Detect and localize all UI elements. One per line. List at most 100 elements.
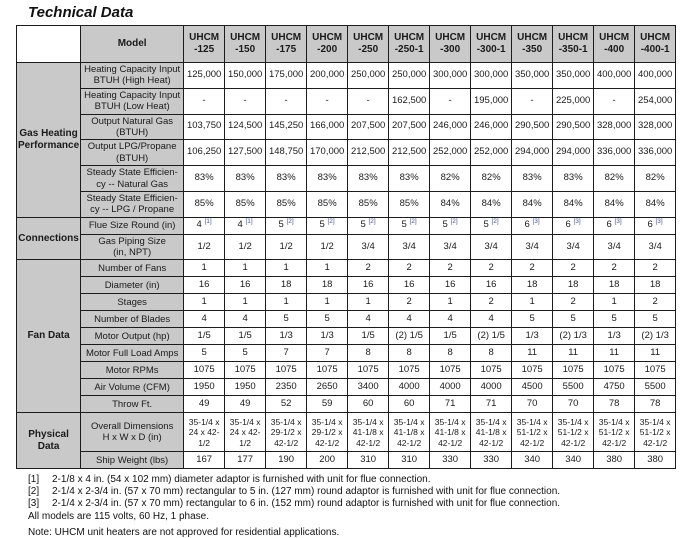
footnote-superscript: [2] bbox=[409, 218, 417, 226]
data-cell: 84% bbox=[552, 190, 595, 218]
data-cell: 84% bbox=[470, 190, 513, 218]
data-cell: 5 [2] bbox=[347, 216, 390, 235]
data-cell: 85% bbox=[347, 190, 390, 218]
data-cell: 1/5 bbox=[224, 327, 267, 346]
data-cell: (2) 1/5 bbox=[388, 327, 431, 346]
data-cell: 85% bbox=[183, 190, 226, 218]
data-cell: 49 bbox=[183, 395, 226, 414]
model-header: UHCM -125 bbox=[183, 25, 226, 63]
data-cell: 328,000 bbox=[634, 113, 677, 141]
data-cell: 125,000 bbox=[183, 62, 226, 89]
data-cell: 4 bbox=[183, 310, 226, 329]
data-cell: 1075 bbox=[306, 361, 349, 380]
data-cell: 380 bbox=[593, 451, 636, 470]
data-cell: 82% bbox=[470, 165, 513, 192]
data-cell: 1075 bbox=[593, 361, 636, 380]
data-cell: 148,750 bbox=[265, 139, 308, 167]
table-row: Output LPG/Propane (BTUH) 106,250 127,500 1… bbox=[17, 139, 677, 167]
data-cell: 35-1/4 x 24 x 42-1/2 bbox=[224, 412, 267, 453]
data-cell: 145,250 bbox=[265, 113, 308, 141]
data-cell: 18 bbox=[593, 276, 636, 295]
data-cell: 83% bbox=[511, 165, 554, 192]
data-cell: 6 [3] bbox=[593, 216, 636, 235]
data-cell: 5 bbox=[634, 310, 677, 329]
row-label: Heating Capacity Input BTUH (Low Heat) bbox=[80, 87, 185, 115]
data-cell: - bbox=[593, 87, 636, 115]
data-cell: 5 bbox=[224, 344, 267, 363]
page-title: Technical Data bbox=[28, 4, 134, 21]
data-cell: 340 bbox=[552, 451, 595, 470]
data-cell: 1/2 bbox=[224, 233, 267, 261]
data-cell: 336,000 bbox=[593, 139, 636, 167]
row-label: Steady State Efficien- cy -- Natural Gas bbox=[80, 165, 185, 192]
row-label: Diameter (in) bbox=[80, 276, 185, 295]
model-header: UHCM -300-1 bbox=[470, 25, 513, 63]
group-label: Fan Data bbox=[15, 259, 82, 414]
data-cell: 8 bbox=[429, 344, 472, 363]
footnote-text: 2-1/4 x 2-3/4 in. (57 x 70 mm) rectangul… bbox=[52, 486, 561, 498]
table-row: Fan Data Number of Fans 1 1 1 1 2 2 2 2 2 2 2 2 bbox=[15, 259, 677, 414]
data-cell: 83% bbox=[224, 165, 267, 192]
row-label: Gas Piping Size (in, NPT) bbox=[80, 233, 185, 261]
data-cell: 83% bbox=[306, 165, 349, 192]
table-header: Model UHCM -125 UHCM -150 UHCM -175 UHCM -20… bbox=[15, 25, 677, 63]
data-cell: 16 bbox=[470, 276, 513, 295]
data-cell: 1075 bbox=[470, 361, 513, 380]
data-cell: 1075 bbox=[511, 361, 554, 380]
data-cell: 35-1/4 x 51-1/2 x 42-1/2 bbox=[511, 412, 554, 453]
footnote-superscript: [2] bbox=[450, 218, 458, 226]
footnote-2: [2] 2-1/4 x 2-3/4 in. (57 x 70 mm) recta… bbox=[28, 486, 683, 498]
data-cell: 18 bbox=[265, 276, 308, 295]
data-cell: 190 bbox=[265, 451, 308, 470]
data-cell: 127,500 bbox=[224, 139, 267, 167]
table-row: Stages 1 1 1 1 1 2 1 2 1 2 1 2 bbox=[17, 293, 677, 312]
data-cell: 4 bbox=[224, 310, 267, 329]
data-cell: 330 bbox=[429, 451, 472, 470]
row-label: Motor RPMs bbox=[80, 361, 185, 380]
data-cell: 4 [1] bbox=[183, 216, 226, 235]
data-cell: 4000 bbox=[470, 378, 513, 397]
data-cell: 5 bbox=[306, 310, 349, 329]
data-cell: 84% bbox=[429, 190, 472, 218]
data-cell: 59 bbox=[306, 395, 349, 414]
footnote-superscript: [2] bbox=[368, 218, 376, 226]
model-header: UHCM -150 bbox=[224, 25, 267, 63]
footnote-ref: [2] bbox=[28, 486, 40, 498]
model-header: UHCM -400-1 bbox=[634, 25, 677, 63]
data-cell: 1 bbox=[429, 293, 472, 312]
data-cell: 11 bbox=[634, 344, 677, 363]
data-cell: 4750 bbox=[593, 378, 636, 397]
data-cell: 167 bbox=[183, 451, 226, 470]
table-row: Motor Output (hp) 1/5 1/5 1/3 1/3 1/5 (2) 1/5 1… bbox=[17, 327, 677, 346]
data-cell: - bbox=[347, 87, 390, 115]
model-header: UHCM -350 bbox=[511, 25, 554, 63]
data-cell: 2350 bbox=[265, 378, 308, 397]
footnote-text: 2-1/4 x 2-3/4 in. (57 x 70 mm) rectangul… bbox=[52, 498, 561, 510]
row-label: Motor Output (hp) bbox=[80, 327, 185, 346]
data-cell: 212,500 bbox=[347, 139, 390, 167]
data-cell: 290,500 bbox=[511, 113, 554, 141]
data-cell: 2 bbox=[388, 293, 431, 312]
data-cell: 225,000 bbox=[552, 87, 595, 115]
data-cell: 16 bbox=[388, 276, 431, 295]
row-label: Heating Capacity Input BTUH (High Heat) bbox=[80, 62, 185, 89]
data-cell: 70 bbox=[511, 395, 554, 414]
data-cell: 400,000 bbox=[593, 62, 636, 89]
table-row: Air Volume (CFM) 1950 1950 2350 2650 3400 4000… bbox=[17, 378, 677, 397]
data-cell: 1/5 bbox=[183, 327, 226, 346]
data-cell: 200,000 bbox=[306, 62, 349, 89]
data-cell: 1/5 bbox=[347, 327, 390, 346]
data-cell: 2 bbox=[593, 259, 636, 278]
note-voltage: All models are 115 volts, 60 Hz, 1 phase… bbox=[28, 510, 210, 522]
data-cell: 1/3 bbox=[511, 327, 554, 346]
data-cell: 1/5 bbox=[429, 327, 472, 346]
row-label: Output Natural Gas (BTUH) bbox=[80, 113, 185, 141]
data-cell: (2) 1/5 bbox=[470, 327, 513, 346]
data-cell: 4000 bbox=[388, 378, 431, 397]
data-cell: 35-1/4 x 41-1/8 x 42-1/2 bbox=[429, 412, 472, 453]
group-label: Gas Heating Performance bbox=[15, 62, 82, 218]
data-cell: 2 bbox=[388, 259, 431, 278]
group-label: Physical Data bbox=[15, 412, 82, 470]
footnote-superscript: [3] bbox=[573, 218, 581, 226]
data-cell: 85% bbox=[306, 190, 349, 218]
